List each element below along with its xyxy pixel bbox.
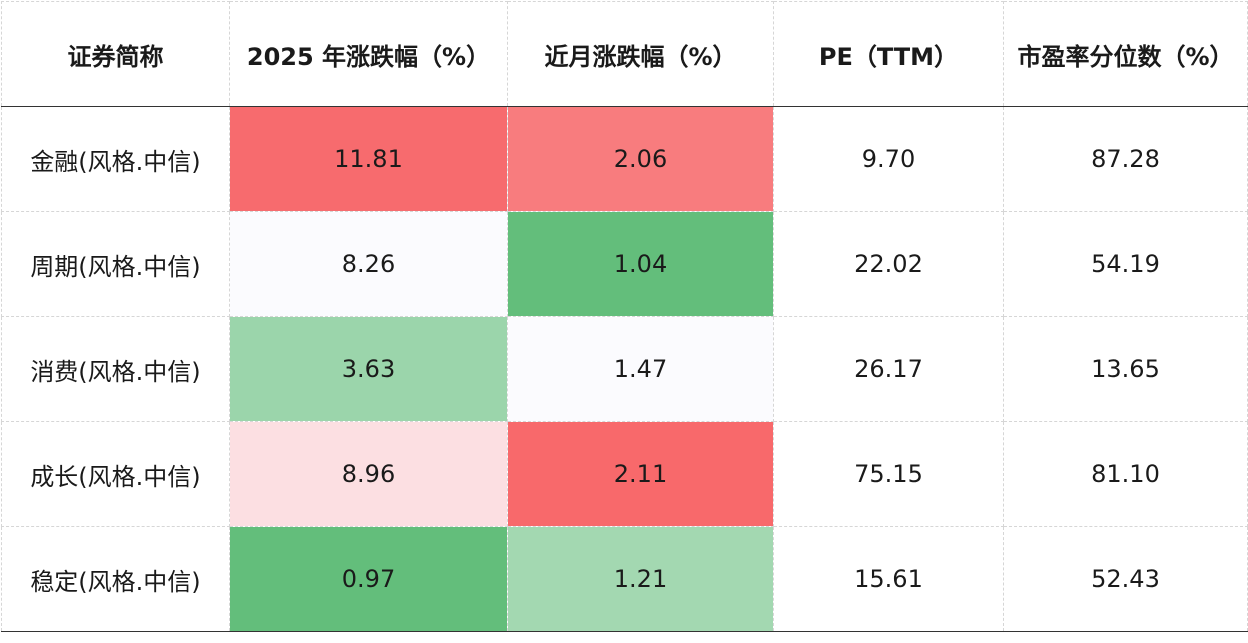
row-name-cell: 金融(风格.中信) <box>1 106 230 212</box>
ytd-change-cell: 0.97 <box>229 526 508 632</box>
month-change-cell: 1.47 <box>507 316 774 422</box>
pe-percentile-cell: 54.19 <box>1003 211 1248 317</box>
month-change-cell: 2.06 <box>507 106 774 212</box>
header-ytd-change: 2025 年涨跌幅（%） <box>229 1 508 107</box>
pe-ttm-cell: 75.15 <box>773 421 1004 527</box>
table-row: 金融(风格.中信) 11.81 2.06 9.70 87.28 <box>1 106 1248 212</box>
pe-percentile-cell: 87.28 <box>1003 106 1248 212</box>
row-name-cell: 周期(风格.中信) <box>1 211 230 317</box>
pe-percentile-cell: 81.10 <box>1003 421 1248 527</box>
month-change-cell: 2.11 <box>507 421 774 527</box>
pe-ttm-cell: 15.61 <box>773 526 1004 632</box>
table-row: 成长(风格.中信) 8.96 2.11 75.15 81.10 <box>1 421 1248 527</box>
table-row: 消费(风格.中信) 3.63 1.47 26.17 13.65 <box>1 316 1248 422</box>
ytd-change-cell: 3.63 <box>229 316 508 422</box>
header-row: 证券简称 2025 年涨跌幅（%） 近月涨跌幅（%） PE（TTM） 市盈率分位… <box>1 1 1248 107</box>
row-name-cell: 成长(风格.中信) <box>1 421 230 527</box>
table-row: 周期(风格.中信) 8.26 1.04 22.02 54.19 <box>1 211 1248 317</box>
ytd-change-cell: 8.26 <box>229 211 508 317</box>
pe-percentile-cell: 52.43 <box>1003 526 1248 632</box>
header-pe-ttm: PE（TTM） <box>773 1 1004 107</box>
pe-ttm-cell: 22.02 <box>773 211 1004 317</box>
header-pe-percentile: 市盈率分位数（%） <box>1003 1 1248 107</box>
table-row: 稳定(风格.中信) 0.97 1.21 15.61 52.43 <box>1 526 1248 632</box>
pe-ttm-cell: 9.70 <box>773 106 1004 212</box>
row-name-cell: 消费(风格.中信) <box>1 316 230 422</box>
row-name-cell: 稳定(风格.中信) <box>1 526 230 632</box>
month-change-cell: 1.04 <box>507 211 774 317</box>
ytd-change-cell: 8.96 <box>229 421 508 527</box>
month-change-cell: 1.21 <box>507 526 774 632</box>
pe-ttm-cell: 26.17 <box>773 316 1004 422</box>
header-security-name: 证券简称 <box>1 1 230 107</box>
ytd-change-cell: 11.81 <box>229 106 508 212</box>
pe-percentile-cell: 13.65 <box>1003 316 1248 422</box>
header-month-change: 近月涨跌幅（%） <box>507 1 774 107</box>
